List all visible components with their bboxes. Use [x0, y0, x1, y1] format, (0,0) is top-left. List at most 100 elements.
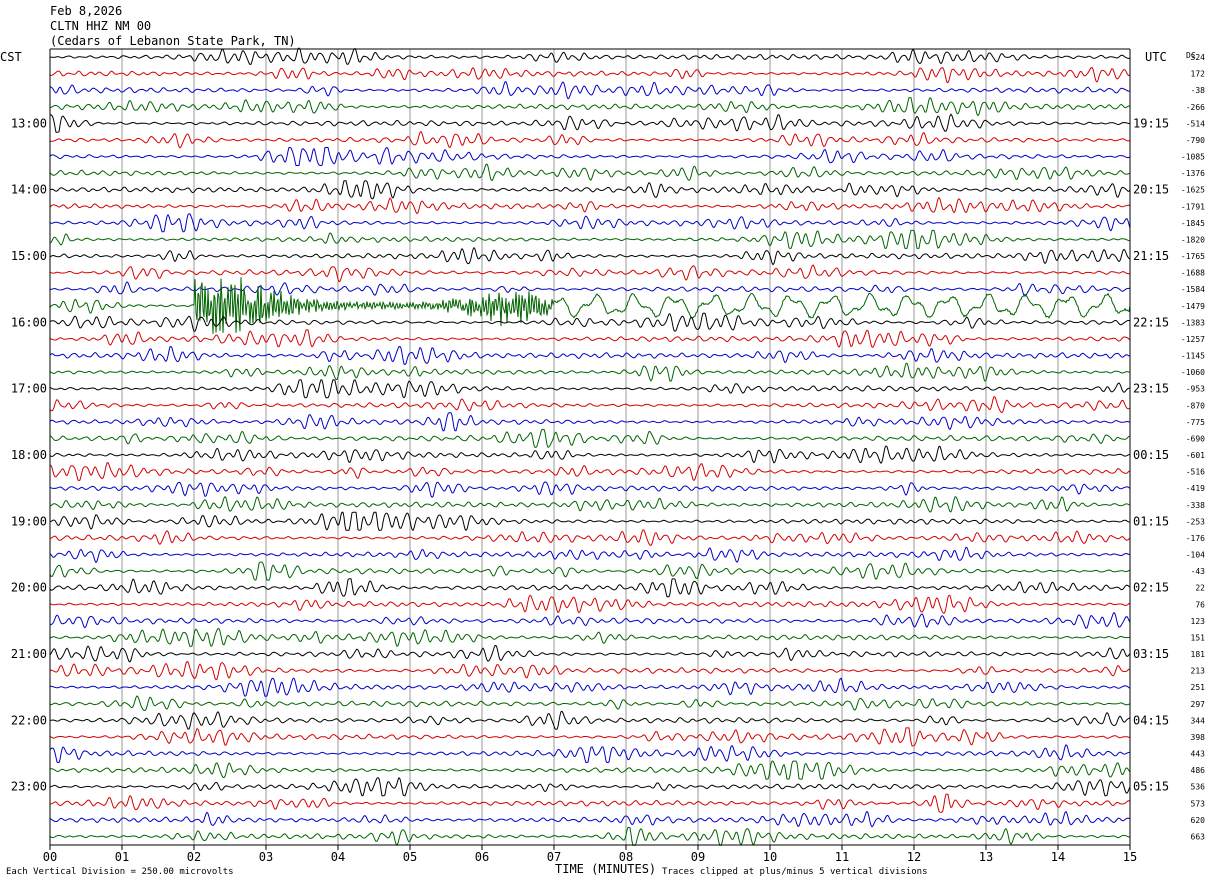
site-label: (Cedars of Lebanon State Park, TN) [50, 34, 296, 48]
trace-line-37 [49, 661, 1131, 681]
trace-line-18 [49, 345, 1131, 366]
trace-line-46 [49, 810, 1131, 828]
trace-line-29 [49, 529, 1131, 546]
trace-line-16 [49, 312, 1131, 332]
trace-line-10 [49, 213, 1131, 233]
trace-line-41 [49, 727, 1131, 747]
utc-hour-label: 20:15 [1133, 183, 1169, 197]
utc-hour-label: 03:15 [1133, 647, 1169, 661]
footer-scale-text: Each Vertical Division = 250.00 microvol… [6, 867, 234, 877]
trace-line-32 [49, 578, 1131, 598]
x-tick-label: 15 [1123, 850, 1137, 864]
dc-offset-label: 344 [1191, 716, 1206, 725]
x-tick-label: 13 [979, 850, 993, 864]
trace-line-44 [49, 777, 1131, 797]
trace-line-40 [49, 710, 1131, 730]
dc-offset-label: -790 [1186, 136, 1205, 145]
trace-line-33 [49, 594, 1131, 614]
cst-hour-label: 15:00 [11, 249, 47, 263]
trace-line-23 [49, 428, 1131, 448]
dc-offset-label: -870 [1186, 401, 1205, 410]
trace-line-47 [49, 826, 1131, 846]
trace-line-38 [50, 677, 1131, 697]
x-tick-label: 02 [187, 850, 201, 864]
dc-offset-label: -253 [1186, 517, 1205, 526]
dc-offset-label: 213 [1191, 667, 1206, 676]
x-axis-title: TIME (MINUTES) [555, 862, 657, 876]
axis-labels: 00 01 02 03 04 05 06 07 08 09 10 11 12 13 14 15 CST UTC DC… [0, 50, 1205, 864]
x-tick-label: 14 [1051, 850, 1065, 864]
trace-line-20 [49, 379, 1131, 399]
dc-offset-label: -104 [1186, 551, 1205, 560]
dc-offset-label: -1383 [1181, 318, 1205, 327]
utc-hour-label: 19:15 [1133, 116, 1169, 130]
cst-hour-label: 22:00 [11, 713, 47, 727]
x-tick-label: 08 [619, 850, 633, 864]
x-tick-label: 04 [331, 850, 345, 864]
trace-line-15 [49, 277, 1131, 334]
x-tick-label: 12 [907, 850, 921, 864]
utc-hour-label: 00:15 [1133, 448, 1169, 462]
trace-line-4 [49, 113, 1131, 133]
dc-offset-label: -601 [1186, 451, 1205, 460]
x-tick-label: 09 [691, 850, 705, 864]
trace-line-43 [50, 760, 1131, 780]
cst-hour-label: 16:00 [11, 315, 47, 329]
utc-hour-label: 22:15 [1133, 315, 1169, 329]
trace-line-24 [49, 445, 1131, 465]
dc-offset-label: 324 [1191, 53, 1206, 62]
trace-line-19 [49, 362, 1131, 382]
dc-offset-label: 536 [1191, 783, 1206, 792]
cst-hour-label: 17:00 [11, 382, 47, 396]
dc-offset-label: 123 [1191, 617, 1206, 626]
footer-clip-note: Traces clipped at plus/minus 5 vertical … [662, 867, 928, 877]
trace-line-26 [49, 481, 1131, 498]
x-tick-label: 06 [475, 850, 489, 864]
dc-offset-label: -338 [1186, 501, 1205, 510]
x-tick-label: 10 [763, 850, 777, 864]
dc-offset-label: 151 [1191, 633, 1206, 642]
dc-offset-label: -1085 [1181, 153, 1205, 162]
dc-offset-label: 76 [1195, 600, 1205, 609]
trace-line-36 [49, 644, 1131, 663]
trace-line-2 [49, 81, 1131, 100]
trace-line-1 [49, 66, 1131, 84]
x-tick-label: 03 [259, 850, 273, 864]
utc-hour-label: 01:15 [1133, 514, 1169, 528]
cst-hour-label: 21:00 [11, 647, 47, 661]
dc-offset-label: -1765 [1181, 252, 1205, 261]
dc-offset-label: -176 [1186, 534, 1205, 543]
dc-offset-label: 251 [1191, 683, 1206, 692]
trace-line-31 [49, 561, 1131, 581]
dc-offset-label: -953 [1186, 385, 1205, 394]
trace-line-13 [49, 264, 1131, 283]
dc-offset-label: -516 [1186, 468, 1205, 477]
dc-offset-label: -1584 [1181, 285, 1205, 294]
dc-offset-label: 620 [1191, 816, 1206, 825]
utc-hour-label: 02:15 [1133, 581, 1169, 595]
dc-offset-label: 172 [1191, 70, 1206, 79]
cst-hour-label: 19:00 [11, 514, 47, 528]
x-tick-label: 01 [115, 850, 129, 864]
cst-hour-label: 18:00 [11, 448, 47, 462]
utc-hour-label: 23:15 [1133, 382, 1169, 396]
dc-offset-label: -1376 [1181, 169, 1205, 178]
trace-line-34 [49, 611, 1131, 629]
trace-line-39 [50, 695, 1131, 711]
plot-frame [49, 48, 1131, 850]
trace-line-3 [49, 97, 1131, 117]
trace-line-28 [49, 511, 1131, 532]
footer-scale-note: Each Vertical Division = 250.00 microvol… [6, 867, 234, 877]
cst-hour-label: 23:00 [11, 780, 47, 794]
station-label: CLTN HHZ NM 00 [50, 19, 152, 33]
trace-line-35 [49, 628, 1131, 648]
trace-line-30 [49, 546, 1131, 564]
dc-offset-label: -1060 [1181, 368, 1205, 377]
dc-offset-label: 443 [1191, 750, 1206, 759]
dc-offset-label: -1479 [1181, 302, 1205, 311]
trace-line-5 [49, 130, 1131, 149]
trace-line-42 [49, 743, 1131, 763]
utc-zone-label: UTC [1145, 50, 1167, 64]
trace-line-0 [49, 47, 1131, 66]
trace-line-8 [49, 180, 1131, 200]
